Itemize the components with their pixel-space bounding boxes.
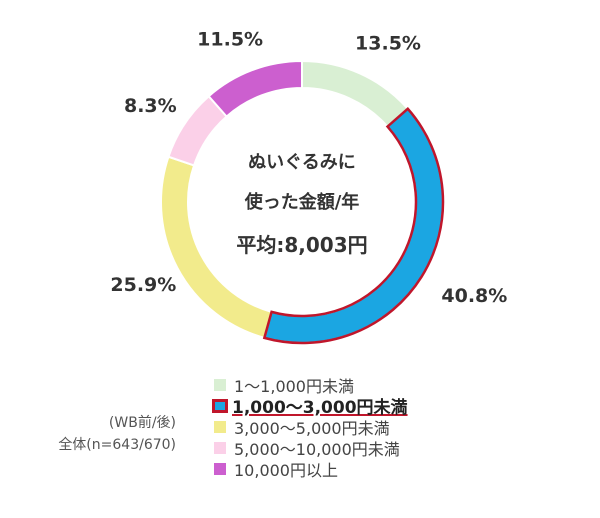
percent-label: 40.8% (441, 285, 507, 307)
legend: 1～1,000円未満 1,000～3,000円未満 3,000～5,000円未満… (212, 374, 408, 480)
note-line-2: 全体(n=643/670) (58, 437, 176, 453)
legend-swatch (212, 398, 228, 413)
percent-label: 25.9% (110, 274, 176, 296)
center-line-1: ぬいぐるみに (248, 152, 356, 173)
highlight-outline (262, 106, 445, 345)
donut-slice (301, 59, 410, 129)
legend-item: 3,000～5,000円未満 (214, 416, 408, 438)
percent-label: 11.5% (197, 28, 263, 50)
legend-label: 10,000円以上 (234, 460, 338, 480)
legend-swatch (214, 462, 226, 475)
donut-slice (207, 59, 303, 118)
legend-label: 1～1,000円未満 (234, 376, 354, 396)
legend-item: 10,000円以上 (214, 458, 408, 480)
center-line-2: 使った金額/年 (244, 191, 360, 213)
legend-item: 1～1,000円未満 (214, 374, 408, 396)
legend-item: 5,000～10,000円未満 (214, 437, 408, 459)
legend-item-highlighted: 1,000～3,000円未満 (212, 395, 408, 418)
center-line-3: 平均:8,003円 (236, 233, 367, 257)
legend-label: 3,000～5,000円未満 (234, 418, 390, 438)
legend-swatch (214, 420, 226, 433)
sample-note: (WB前/後) 全体(n=643/670) (58, 412, 176, 456)
legend-label: 1,000～3,000円未満 (232, 398, 408, 418)
legend-label: 5,000～10,000円未満 (234, 439, 400, 459)
percent-label: 8.3% (124, 95, 177, 117)
note-line-1: (WB前/後) (108, 415, 176, 431)
donut-slices (160, 59, 445, 345)
legend-swatch (214, 441, 226, 454)
percent-label: 13.5% (355, 33, 421, 55)
center-text: ぬいぐるみに 使った金額/年 平均:8,003円 (236, 152, 367, 257)
donut-slice (263, 107, 444, 344)
donut-chart: 13.5% 40.8% 25.9% 8.3% 11.5% ぬいぐるみに 使った金額/年 … (110, 28, 507, 345)
legend-swatch (214, 378, 226, 391)
percent-labels: 13.5% 40.8% 25.9% 8.3% 11.5% (110, 28, 507, 307)
